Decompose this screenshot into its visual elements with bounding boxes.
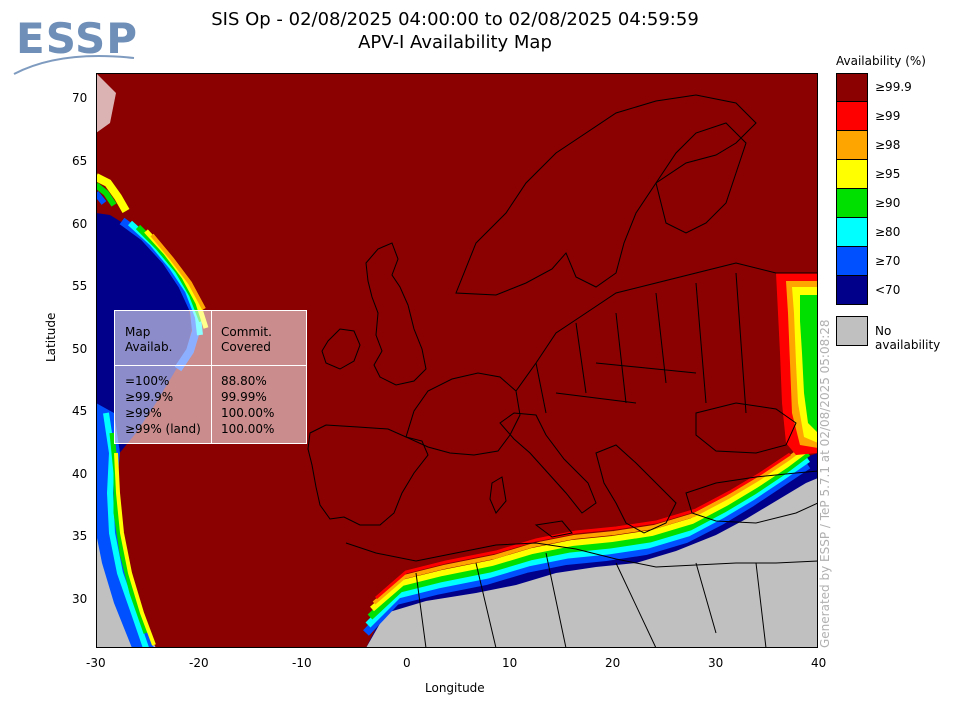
title-line-2: APV-I Availability Map: [358, 32, 552, 53]
map-frame: [96, 73, 818, 648]
legend-swatch: [836, 131, 868, 160]
legend-label: ≥98: [875, 138, 901, 152]
x-tick: -10: [292, 656, 312, 670]
stats-covered-column: 88.80% 99.99% 100.00% 100.00%: [221, 373, 274, 437]
legend-swatch: [836, 218, 868, 247]
legend-colorbar: [836, 73, 868, 305]
stats-cell: 100.00%: [221, 406, 275, 420]
stats-cell: 99.99%: [221, 390, 267, 404]
legend-label: ≥99: [875, 109, 901, 123]
y-tick: 40: [72, 467, 88, 481]
legend-swatch: [836, 189, 868, 218]
y-tick: 60: [72, 217, 88, 231]
stats-cell: 88.80%: [221, 374, 267, 388]
legend-label: ≥70: [875, 254, 901, 268]
stats-table: Map Availab. Commit. Covered =100% ≥99.9% …: [114, 310, 307, 444]
stats-availability-column: =100% ≥99.9% ≥99% ≥99% (land): [125, 373, 201, 437]
legend-label: ≥80: [875, 225, 901, 239]
y-tick: 65: [72, 154, 88, 168]
legend-swatch: [836, 73, 868, 102]
x-tick: 0: [403, 656, 411, 670]
y-tick: 50: [72, 342, 88, 356]
legend-swatch: [836, 102, 868, 131]
generated-by-watermark: Generated by ESSP / TeP 5.7.1 at 02/08/2…: [818, 319, 832, 648]
essp-logo: ESSP: [10, 10, 140, 80]
y-tick: 45: [72, 404, 88, 418]
stats-cell: =100%: [125, 374, 170, 388]
coastlines: [307, 94, 818, 648]
y-tick: 30: [72, 592, 88, 606]
east-edge-degradation-band: [776, 273, 818, 455]
y-tick: 35: [72, 529, 88, 543]
legend-label: ≥95: [875, 167, 901, 181]
x-axis-label: Longitude: [425, 681, 485, 695]
x-tick: -30: [86, 656, 106, 670]
legend-swatch: [836, 276, 868, 305]
legend-title: Availability (%): [836, 54, 926, 68]
x-tick: 10: [502, 656, 518, 670]
stats-column-divider: [211, 311, 212, 443]
y-tick: 70: [72, 91, 88, 105]
x-tick: 40: [811, 656, 827, 670]
north-africa-degradation-band: [363, 439, 818, 648]
y-axis-label: Latitude: [44, 312, 58, 362]
stats-cell: ≥99%: [125, 406, 162, 420]
stats-header-commit-covered: Commit. Covered: [221, 325, 272, 354]
stats-cell: ≥99.9%: [125, 390, 174, 404]
logo-text: ESSP: [16, 14, 139, 63]
no-availability-label: No availability: [875, 324, 941, 352]
chart-title: SIS Op - 02/08/2025 04:00:00 to 02/08/20…: [150, 8, 760, 54]
stats-row-divider: [115, 365, 306, 366]
stats-header-map-availability: Map Availab.: [125, 325, 173, 354]
x-tick: -20: [189, 656, 209, 670]
legend-swatch: [836, 160, 868, 189]
x-tick: 30: [708, 656, 724, 670]
legend-label: ≥99.9: [875, 80, 912, 94]
legend-label: <70: [875, 283, 901, 297]
title-line-1: SIS Op - 02/08/2025 04:00:00 to 02/08/20…: [211, 9, 699, 30]
x-tick: 20: [605, 656, 621, 670]
stats-cell: 100.00%: [221, 422, 275, 436]
y-tick: 55: [72, 279, 88, 293]
no-availability-swatch: [836, 316, 868, 346]
legend-swatch: [836, 247, 868, 276]
stats-cell: ≥99% (land): [125, 422, 201, 436]
legend-label: ≥90: [875, 196, 901, 210]
